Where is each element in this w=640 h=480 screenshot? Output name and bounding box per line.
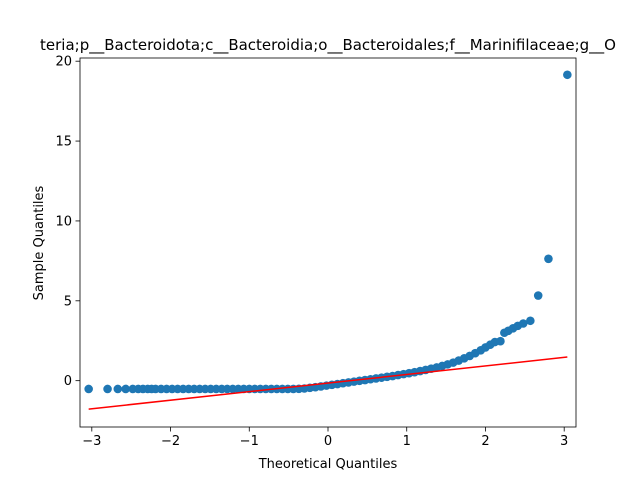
data-point — [526, 316, 535, 326]
data-point — [518, 319, 528, 328]
data-point — [103, 384, 112, 394]
y-tick-label: 10 — [55, 214, 72, 229]
data-point — [533, 291, 543, 300]
y-tick-label: 5 — [64, 294, 72, 309]
reference-line — [88, 356, 568, 410]
y-tick-label: 20 — [55, 55, 72, 70]
x-tick-label: 1 — [403, 434, 411, 449]
x-tick-label: −1 — [240, 434, 259, 449]
axes-layer: −3 −2 −1 0 1 2 3 0 5 10 15 20 — [55, 55, 577, 449]
x-tick-label: −2 — [161, 434, 180, 449]
x-axis-label: Theoretical Quantiles — [258, 457, 398, 472]
data-point — [84, 384, 93, 394]
x-tick-label: 2 — [481, 434, 489, 449]
data-point — [121, 384, 130, 394]
chart-title: teria;p__Bacteroidota;c__Bacteroidia;o__… — [40, 36, 616, 55]
plot-area — [84, 70, 572, 410]
y-axis-label: Sample Quantiles — [32, 185, 47, 300]
x-tick-label: −3 — [82, 434, 101, 449]
y-tick-label: 15 — [55, 135, 72, 150]
data-point — [544, 254, 553, 264]
x-tick-label: 3 — [560, 434, 568, 449]
plot-content — [84, 70, 572, 410]
data-point — [563, 70, 572, 80]
x-tick-label: 0 — [324, 434, 332, 449]
data-point — [496, 336, 505, 346]
y-tick-label: 0 — [64, 374, 72, 389]
data-point — [113, 384, 123, 394]
